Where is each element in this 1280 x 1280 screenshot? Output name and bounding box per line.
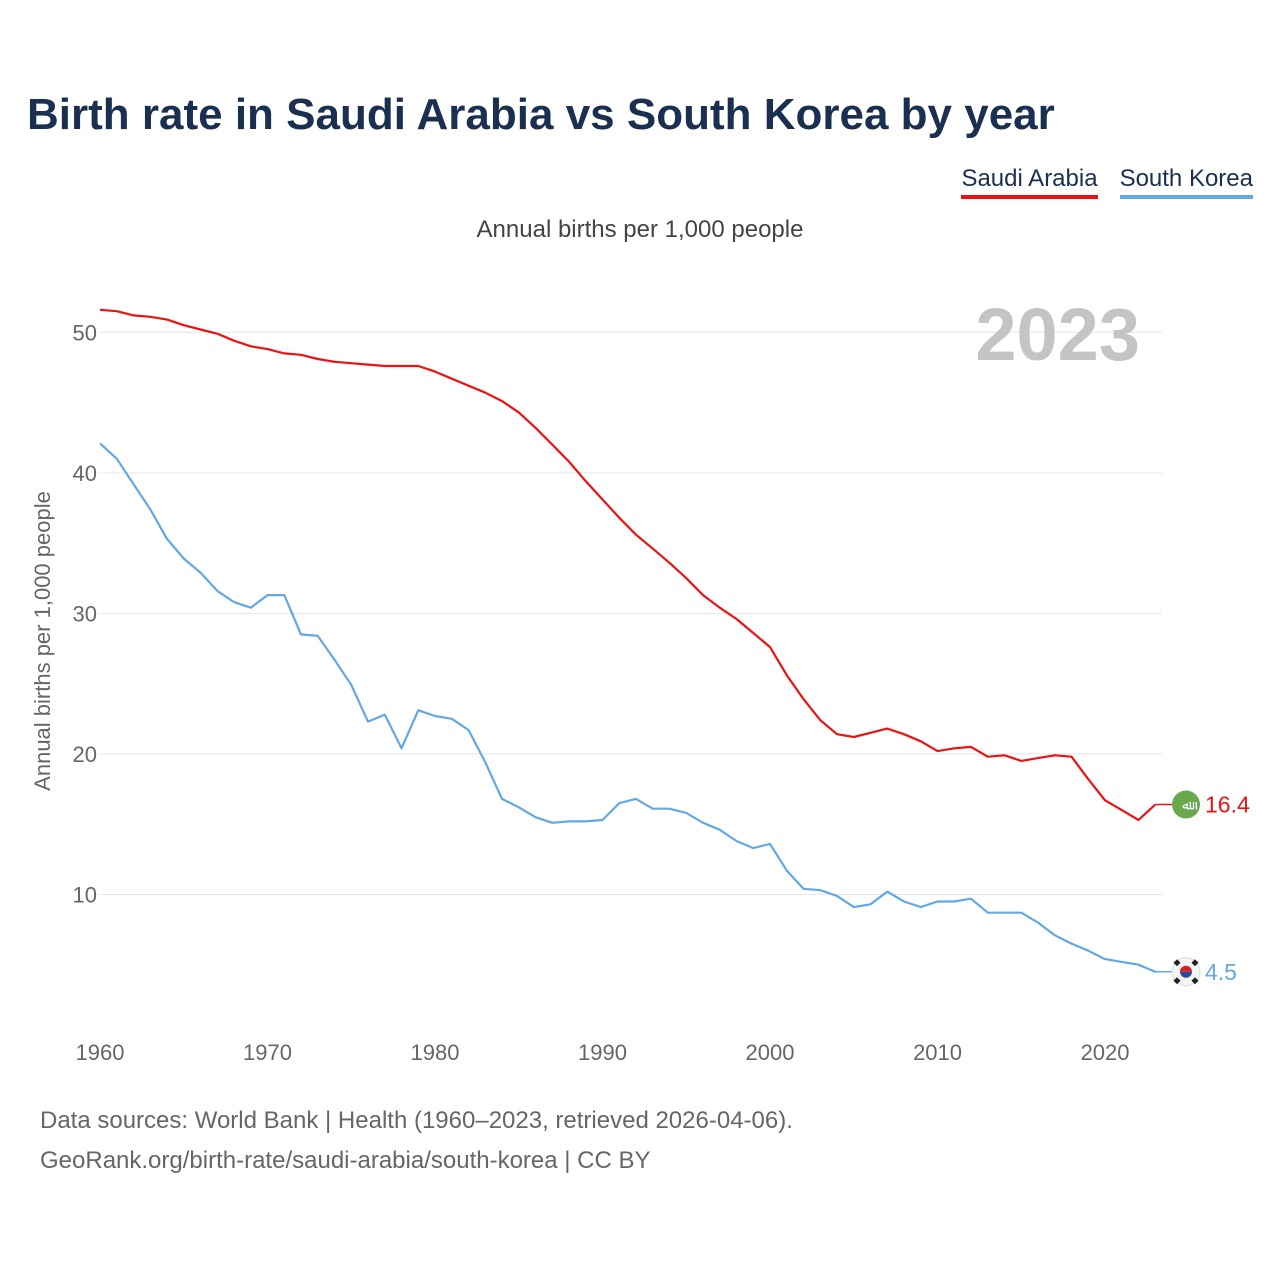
x-tick-label: 1970 (243, 1040, 292, 1065)
year-watermark: 2023 (975, 293, 1140, 376)
taegeuk-bottom (1180, 971, 1192, 978)
series-line-saudi-arabia (99, 308, 1157, 822)
x-tick-label: 2020 (1081, 1040, 1130, 1065)
end-value-label: 16.4 (1205, 792, 1250, 818)
footer-credit: GeoRank.org/birth-rate/saudi-arabia/sout… (40, 1147, 651, 1174)
x-tick-label: 1990 (578, 1040, 627, 1065)
x-tick-label: 1980 (411, 1040, 460, 1065)
legend: Saudi Arabia South Korea (961, 165, 1253, 199)
saudi-arabia-flag-icon (1172, 790, 1200, 819)
y-axis-label: Annual births per 1,000 people (30, 491, 55, 791)
x-tick-label: 2000 (746, 1040, 795, 1065)
y-tick-label: 20 (73, 742, 97, 767)
legend-item-south-korea[interactable]: South Korea (1119, 165, 1253, 199)
y-tick-label: 30 (73, 601, 97, 626)
legend-item-saudi-arabia[interactable]: Saudi Arabia (961, 165, 1098, 199)
x-tick-label: 2010 (913, 1040, 962, 1065)
end-value-label: 4.5 (1205, 959, 1237, 985)
footer-sources: Data sources: World Bank | Health (1960–… (40, 1107, 793, 1134)
y-tick-label: 40 (73, 461, 97, 486)
chart-title: Birth rate in Saudi Arabia vs South Kore… (27, 90, 1055, 139)
taegeuk-top (1180, 965, 1192, 972)
y-tick-label: 50 (73, 320, 97, 345)
chart-subtitle: Annual births per 1,000 people (476, 216, 804, 243)
x-tick-label: 1960 (76, 1040, 125, 1065)
line-chart: 10 20 30 40 50 1960 1970 1980 1990 2000 2010 2020 An… (30, 293, 1250, 1065)
series-line-south-korea (99, 442, 1156, 973)
y-tick-label: 10 (73, 882, 97, 907)
